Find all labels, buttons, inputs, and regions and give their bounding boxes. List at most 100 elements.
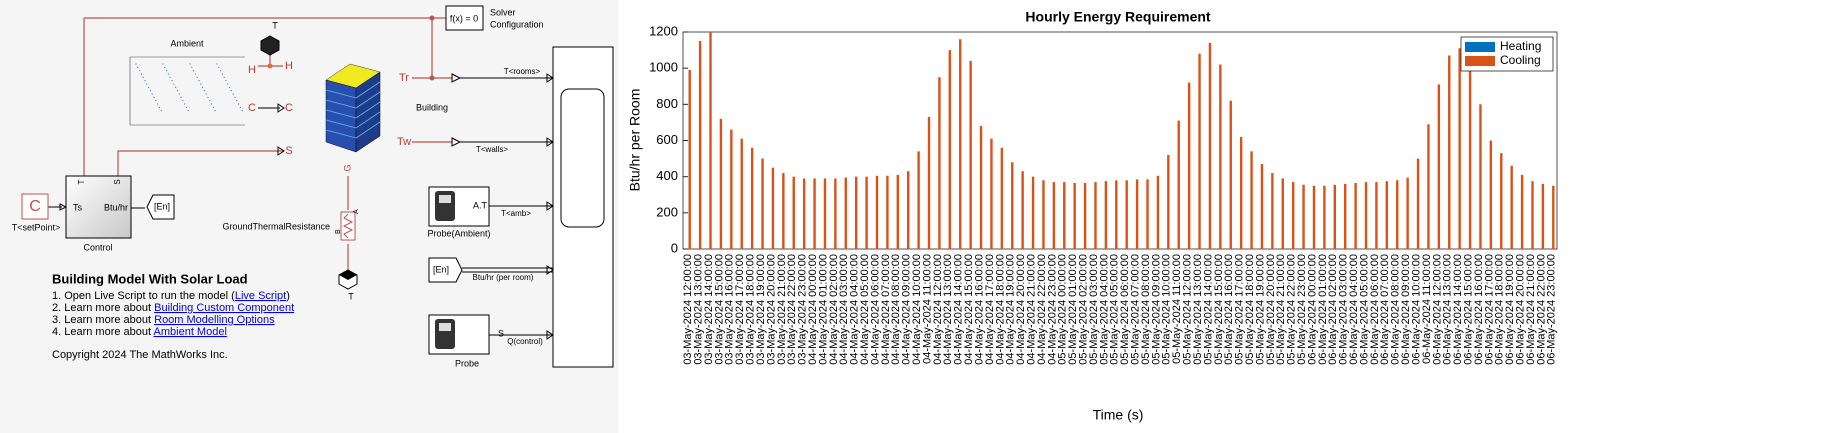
bar bbox=[1375, 182, 1378, 249]
x-tick-label: 04-May-2024 23:00:00 bbox=[1046, 254, 1058, 365]
note-link[interactable]: Ambient Model bbox=[154, 326, 227, 338]
x-tick-label: 05-May-2024 07:00:00 bbox=[1130, 254, 1142, 365]
plot-dot bbox=[135, 63, 137, 65]
plot-dot bbox=[144, 80, 146, 82]
bar bbox=[1198, 53, 1201, 250]
setpoint-text: C bbox=[29, 198, 41, 215]
bar bbox=[1479, 104, 1482, 249]
control-label: Control bbox=[83, 242, 112, 252]
x-tick-label: 03-May-2024 23:00:00 bbox=[797, 254, 809, 365]
plot-dot bbox=[225, 80, 227, 82]
x-tick-label: 05-May-2024 14:00:00 bbox=[1202, 254, 1214, 365]
x-tick-label: 06-May-2024 20:00:00 bbox=[1514, 254, 1526, 365]
plot-dot bbox=[220, 70, 222, 72]
x-tick-label: 04-May-2024 06:00:00 bbox=[869, 254, 881, 365]
junction bbox=[429, 15, 435, 21]
bar bbox=[1146, 179, 1149, 249]
plot-dot bbox=[221, 73, 223, 75]
bar bbox=[959, 39, 962, 249]
x-tick-label: 05-May-2024 05:00:00 bbox=[1109, 254, 1121, 365]
note-link[interactable]: Room Modelling Options bbox=[154, 314, 275, 326]
note-item: 4. Learn more about Ambient Model bbox=[52, 326, 227, 338]
x-tick-label: 06-May-2024 01:00:00 bbox=[1317, 254, 1329, 365]
plot-dot bbox=[185, 106, 187, 108]
ambient-label: Ambient bbox=[170, 38, 204, 48]
port-label: Tr bbox=[399, 72, 409, 84]
signal-label: T<rooms> bbox=[504, 67, 541, 76]
plot-dot bbox=[194, 73, 196, 75]
bar bbox=[1073, 182, 1076, 249]
solver-block[interactable] bbox=[445, 5, 484, 31]
x-tick-label: 05-May-2024 20:00:00 bbox=[1265, 254, 1277, 365]
x-tick-label: 05-May-2024 03:00:00 bbox=[1088, 254, 1100, 365]
plot-dot bbox=[227, 83, 229, 85]
from-block[interactable] bbox=[428, 257, 463, 283]
port-label: H bbox=[248, 64, 256, 76]
note-link[interactable]: Live Script bbox=[235, 290, 286, 302]
bar bbox=[1042, 180, 1045, 249]
bar bbox=[1021, 171, 1024, 249]
temp-source[interactable] bbox=[260, 35, 280, 56]
legend-swatch bbox=[1465, 56, 1495, 66]
x-tick-label: 04-May-2024 03:00:00 bbox=[838, 254, 850, 365]
bar bbox=[854, 176, 858, 249]
x-tick-label: 03-May-2024 18:00:00 bbox=[745, 254, 757, 365]
x-tick-label: 04-May-2024 21:00:00 bbox=[1025, 254, 1037, 365]
bar bbox=[948, 50, 952, 250]
setpoint-block[interactable] bbox=[21, 193, 49, 220]
x-tick-label: 05-May-2024 02:00:00 bbox=[1077, 254, 1089, 365]
ground-resistor[interactable] bbox=[340, 211, 356, 241]
plot-dot bbox=[149, 90, 151, 92]
legend-label: Heating bbox=[1500, 39, 1541, 53]
port-label: T bbox=[77, 179, 86, 184]
x-tick-label: 04-May-2024 01:00:00 bbox=[817, 254, 829, 365]
junction bbox=[429, 75, 435, 81]
plot-dot bbox=[191, 66, 193, 68]
plot-dot bbox=[230, 90, 232, 92]
bar bbox=[1500, 153, 1503, 249]
control-block[interactable] bbox=[65, 175, 132, 239]
plot-dot bbox=[203, 90, 205, 92]
bar bbox=[1291, 182, 1295, 249]
note-item: 3. Learn more about Room Modelling Optio… bbox=[52, 314, 275, 326]
plot-dot bbox=[167, 73, 169, 75]
port-label: S bbox=[113, 179, 122, 184]
legend-swatch bbox=[1465, 42, 1495, 52]
x-tick-label: 05-May-2024 01:00:00 bbox=[1067, 254, 1079, 365]
x-tick-label: 04-May-2024 04:00:00 bbox=[849, 254, 861, 365]
signal-label: Btu/hr (per room) bbox=[473, 273, 534, 282]
plot-dot bbox=[162, 63, 164, 65]
x-tick-label: 05-May-2024 19:00:00 bbox=[1254, 254, 1266, 365]
x-tick-label: 06-May-2024 18:00:00 bbox=[1494, 254, 1506, 365]
x-tick-label: 04-May-2024 20:00:00 bbox=[1015, 254, 1027, 365]
x-tick-label: 04-May-2024 18:00:00 bbox=[994, 254, 1006, 365]
bar bbox=[761, 158, 764, 249]
plot-dot bbox=[239, 106, 241, 108]
goto-block[interactable] bbox=[146, 194, 175, 220]
plot-dot bbox=[241, 110, 243, 112]
bar bbox=[1229, 100, 1232, 249]
bar bbox=[1427, 124, 1430, 249]
plot-dot bbox=[205, 93, 207, 95]
bar bbox=[1000, 147, 1004, 249]
bar bbox=[709, 32, 712, 249]
building-label: Building bbox=[416, 102, 448, 112]
bar bbox=[1094, 182, 1097, 249]
x-tick-label: 06-May-2024 02:00:00 bbox=[1327, 254, 1339, 365]
x-tick-label: 06-May-2024 21:00:00 bbox=[1525, 254, 1537, 365]
plot-dot bbox=[209, 100, 211, 102]
bar bbox=[1552, 185, 1555, 249]
legend-label: Cooling bbox=[1500, 53, 1541, 67]
note-link[interactable]: Building Custom Component bbox=[154, 302, 294, 314]
bar bbox=[1416, 158, 1420, 249]
x-tick-label: 06-May-2024 08:00:00 bbox=[1390, 254, 1402, 365]
x-tick-label: 05-May-2024 00:00:00 bbox=[1057, 254, 1069, 365]
port-label: Tw bbox=[397, 136, 411, 148]
signal-label: T<walls> bbox=[476, 145, 508, 154]
bar bbox=[813, 178, 816, 249]
x-axis-label: Time (s) bbox=[1093, 407, 1144, 423]
plot-dot bbox=[189, 63, 191, 65]
x-tick-label: 06-May-2024 03:00:00 bbox=[1338, 254, 1350, 365]
bar bbox=[1239, 136, 1243, 249]
building-block[interactable] bbox=[325, 63, 381, 153]
